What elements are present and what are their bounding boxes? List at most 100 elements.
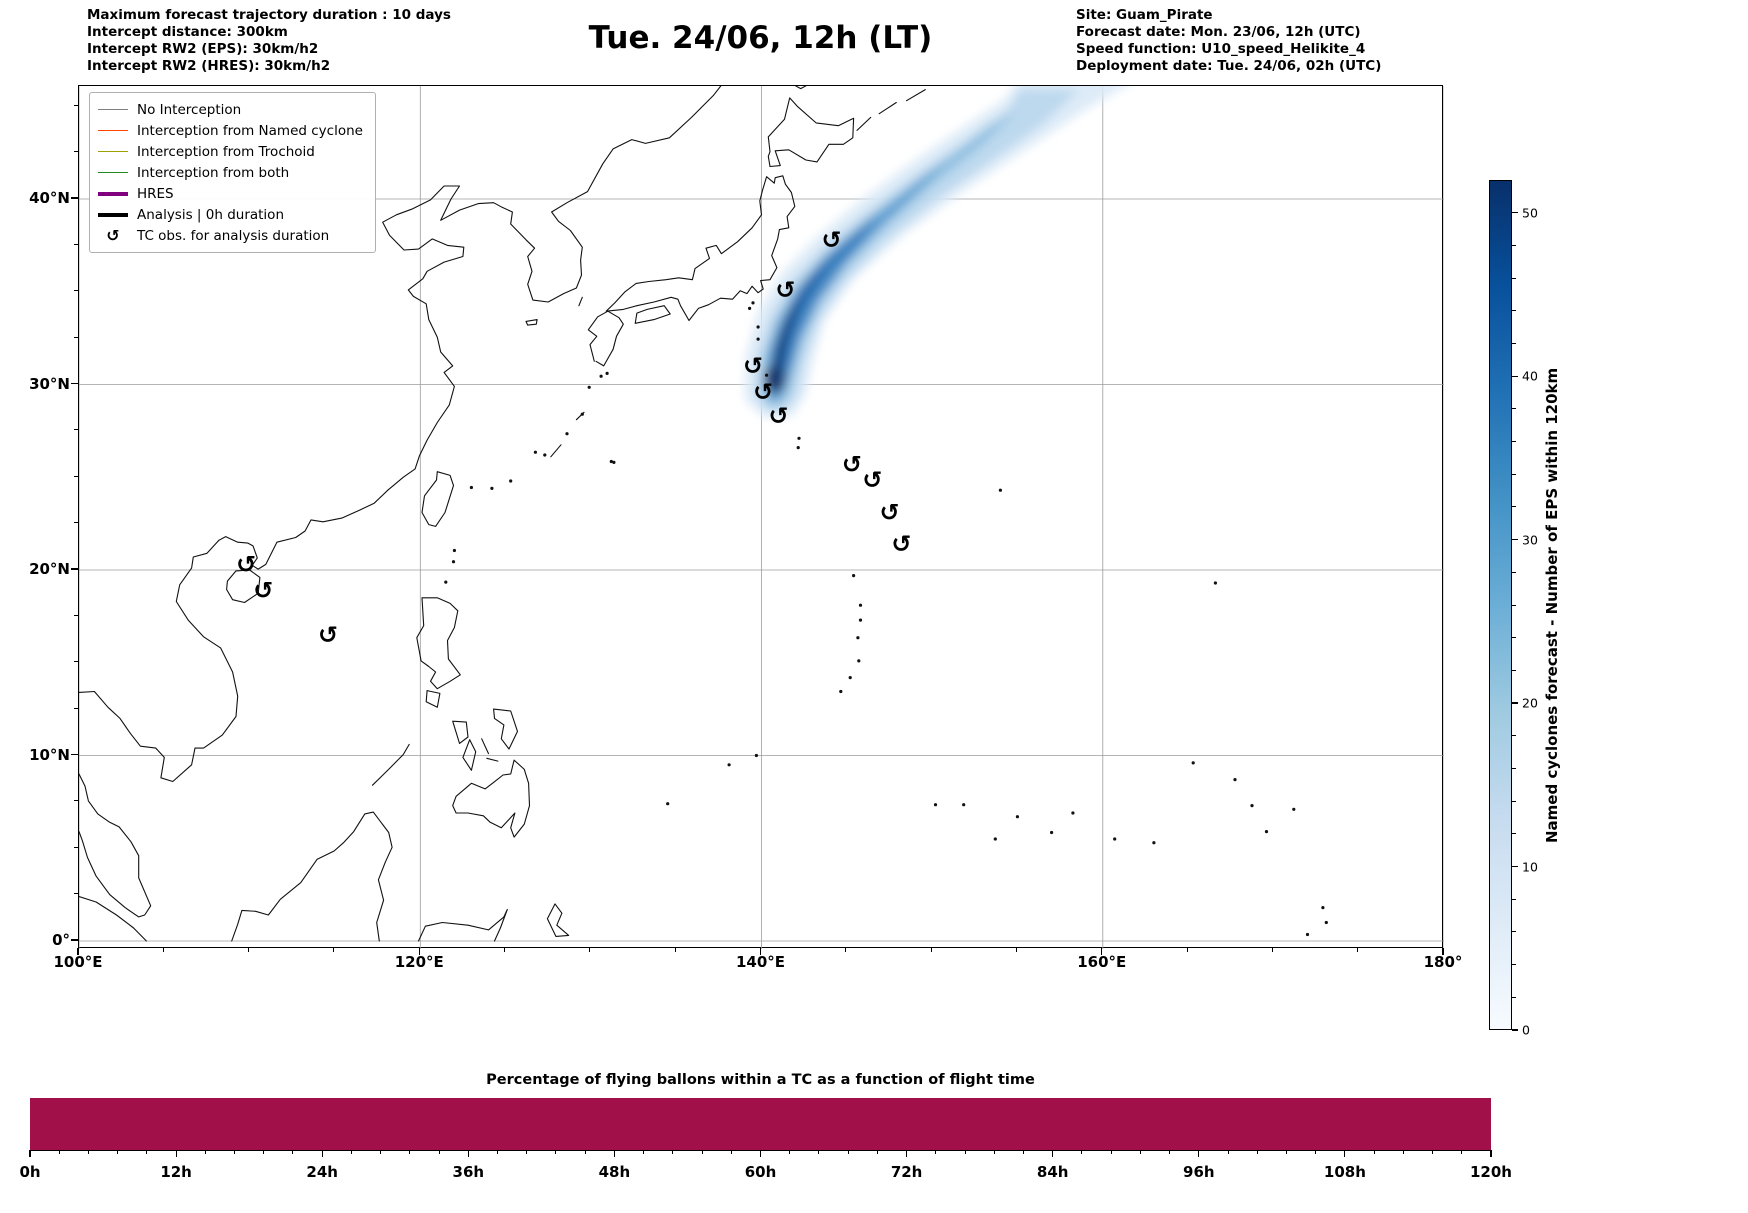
tc-obs-icon: ↺	[253, 576, 273, 604]
bottom-axis-minor-tick	[204, 1150, 206, 1154]
colorbar-minor-tick	[1512, 571, 1516, 573]
bottom-tick-label: 24h	[306, 1163, 338, 1181]
y-axis-minor-tick	[74, 151, 78, 153]
tc-obs-icon: ↺	[862, 466, 882, 494]
bottom-axis-minor-tick	[555, 1150, 557, 1154]
colorbar-minor-tick	[1512, 506, 1516, 508]
tc-obs-icon: ↺	[891, 530, 911, 558]
colorbar-tick	[1512, 375, 1518, 377]
bottom-axis-minor-tick	[701, 1150, 703, 1154]
legend-item-label: Analysis | 0h duration	[137, 206, 284, 223]
y-axis-minor-tick	[74, 475, 78, 477]
x-axis-minor-tick	[589, 948, 591, 952]
bottom-axis-tick	[759, 1150, 762, 1157]
colorbar-minor-tick	[1512, 473, 1516, 475]
x-axis-minor-tick	[845, 948, 847, 952]
bottom-tick-label: 60h	[744, 1163, 777, 1181]
legend-item: Interception from both	[98, 162, 363, 183]
y-tick-label: 10°N	[29, 745, 70, 764]
bottom-axis-minor-tick	[1402, 1150, 1404, 1154]
run-settings-text: Maximum forecast trajectory duration : 1…	[87, 7, 451, 75]
legend-line-sample	[98, 151, 128, 152]
y-axis-tick	[71, 382, 78, 385]
y-axis-minor-tick	[74, 893, 78, 895]
colorbar-tick	[1512, 212, 1518, 214]
bottom-axis-minor-tick	[380, 1150, 382, 1154]
map-legend: No Interception Interception from Named c…	[89, 92, 376, 253]
x-axis-tick	[418, 948, 420, 955]
colorbar-minor-tick	[1512, 669, 1516, 671]
colorbar-minor-tick	[1512, 833, 1516, 835]
bottom-axis-minor-tick	[1315, 1150, 1317, 1154]
coastlines	[79, 86, 926, 942]
bottom-axis-minor-tick	[1110, 1150, 1112, 1154]
y-axis-tick	[71, 753, 78, 756]
colorbar-minor-tick	[1512, 277, 1516, 279]
colorbar-minor-tick	[1512, 800, 1516, 802]
colorbar-minor-tick	[1512, 441, 1516, 443]
bottom-axis-minor-tick	[234, 1150, 236, 1154]
bottom-axis-minor-tick	[117, 1150, 119, 1154]
x-axis-minor-tick	[1186, 948, 1188, 952]
colorbar-axis-label: Named cyclones forecast - Number of EPS …	[1543, 367, 1561, 843]
x-axis-minor-tick	[504, 948, 506, 952]
tc-obs-icon: ↺	[879, 499, 899, 527]
colorbar-tick-label: 40	[1522, 368, 1538, 384]
x-tick-label: 180°	[1423, 953, 1463, 971]
island-dots	[444, 301, 1328, 937]
x-axis-minor-tick	[162, 948, 164, 952]
colorbar-tick-label: 30	[1522, 532, 1538, 548]
colorbar-minor-tick	[1512, 898, 1516, 900]
legend-item: ↺ TC obs. for analysis duration	[98, 225, 363, 246]
tc-obs-icon: ↺	[743, 352, 763, 380]
figure-title: Tue. 24/06, 12h (LT)	[588, 20, 933, 56]
bottom-axis-minor-tick	[1227, 1150, 1229, 1154]
bottom-tick-label: 72h	[890, 1163, 923, 1181]
y-tick-label: 40°N	[29, 189, 70, 207]
legend-item-label: Interception from Trochoid	[137, 143, 315, 160]
tc-obs-icon: ↺	[769, 402, 789, 430]
bottom-axis-minor-tick	[1081, 1150, 1083, 1154]
y-axis-minor-tick	[74, 429, 78, 431]
x-axis-minor-tick	[333, 948, 335, 952]
colorbar-minor-tick	[1512, 964, 1516, 966]
site-info-line: Site: Guam_Pirate	[1076, 7, 1213, 23]
bottom-axis-minor-tick	[993, 1150, 995, 1154]
site-info-line: Deployment date: Tue. 24/06, 02h (UTC)	[1076, 58, 1382, 74]
bottom-tick-label: 96h	[1183, 1163, 1215, 1181]
y-axis-minor-tick	[74, 614, 78, 616]
y-axis-minor-tick	[74, 661, 78, 663]
colorbar-minor-tick	[1512, 244, 1516, 246]
bottom-axis-minor-tick	[876, 1150, 878, 1154]
bottom-axis-tick	[1490, 1150, 1492, 1157]
colorbar-minor-tick	[1512, 637, 1516, 639]
bottom-tick-label: 36h	[452, 1163, 485, 1181]
bottom-axis-minor-tick	[409, 1150, 411, 1154]
y-axis-tick	[71, 197, 78, 199]
bottom-axis-minor-tick	[1432, 1150, 1434, 1154]
y-tick-label: 0°	[52, 931, 70, 949]
colorbar-minor-tick	[1512, 735, 1516, 737]
bottom-axis-minor-tick	[1373, 1150, 1375, 1154]
x-axis-minor-tick	[674, 948, 676, 952]
x-axis-minor-tick	[1357, 948, 1359, 952]
bottom-axis-tick	[1198, 1150, 1200, 1157]
site-info-line: Forecast date: Mon. 23/06, 12h (UTC)	[1076, 24, 1361, 40]
bottom-axis-minor-tick	[672, 1150, 674, 1154]
bottom-tick-label: 108h	[1323, 1163, 1366, 1181]
colorbar-tick-label: 0	[1522, 1022, 1530, 1038]
tc-obs-icon: ↺	[318, 621, 338, 649]
x-axis-minor-tick	[248, 948, 250, 952]
y-axis-minor-tick	[74, 104, 78, 106]
site-info-line: Speed function: U10_speed_Helikite_4	[1076, 41, 1366, 57]
legend-item-label: TC obs. for analysis duration	[137, 227, 330, 244]
x-tick-label: 160°E	[1077, 953, 1127, 971]
x-tick-label: 100°E	[53, 953, 103, 971]
bottom-axis-tick	[906, 1150, 908, 1157]
tc-obs-icon: ↺	[753, 378, 773, 406]
x-axis-tick	[1442, 948, 1444, 955]
tc-obs-icon: ↺	[821, 226, 841, 254]
bottom-axis-minor-tick	[847, 1150, 849, 1154]
bottom-axis-minor-tick	[438, 1150, 440, 1154]
